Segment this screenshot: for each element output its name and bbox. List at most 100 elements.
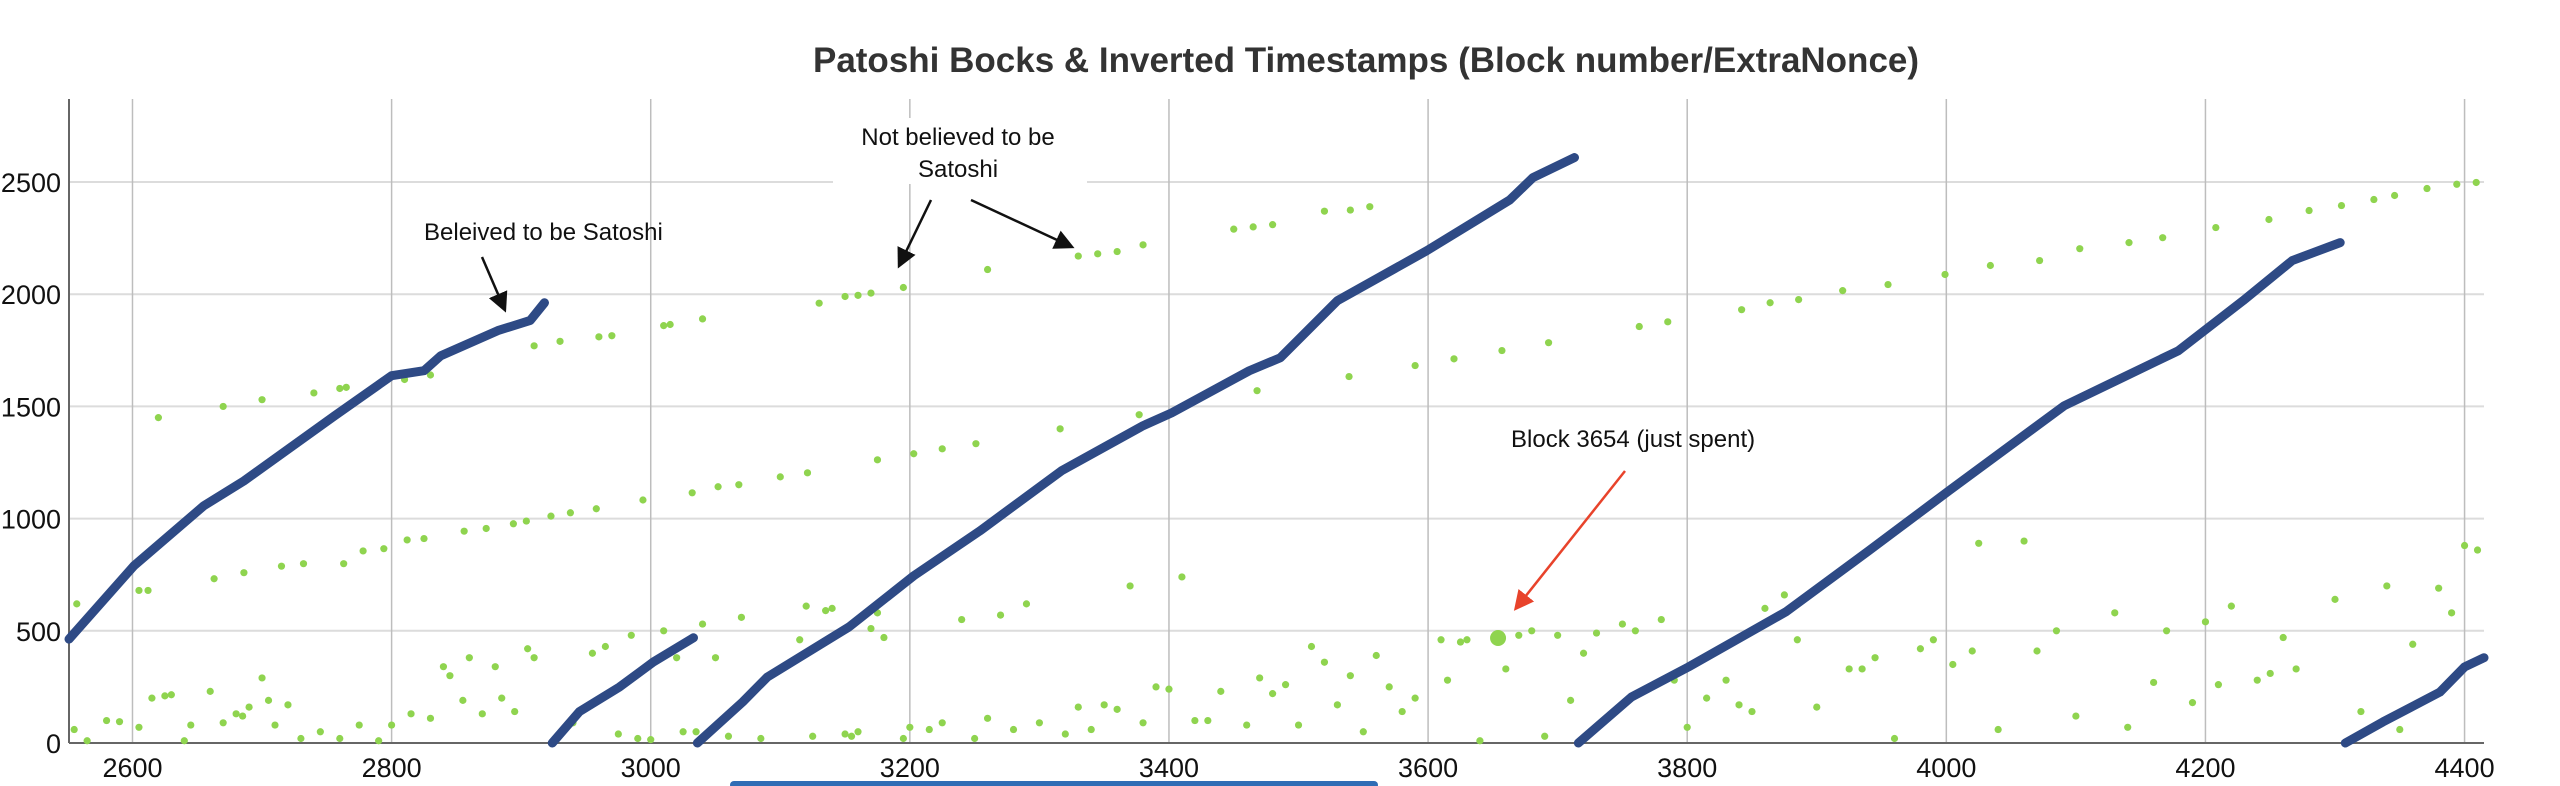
other-block-point [264,696,273,704]
other-block-point [972,440,980,448]
other-block-point [1941,270,1949,279]
other-block-point [2423,184,2431,193]
x-tick-label: 2600 [102,753,162,783]
other-block-point [342,383,350,391]
other-block-point [692,728,700,736]
other-block-point [1437,636,1445,644]
other-block-point [478,710,486,718]
other-block-point [2305,206,2313,215]
other-block-point [219,719,227,727]
other-block-point [154,414,162,422]
other-block-point [1411,694,1419,702]
other-block-point [530,654,538,662]
patoshi-segment [64,298,549,644]
other-block-point [1795,296,1803,304]
annotation-background [833,118,1087,184]
other-block-point [828,604,836,612]
annotation-not-satoshi-line2: Satoshi [918,156,998,183]
other-block-point [2409,640,2417,648]
other-block-point [2370,195,2378,204]
other-block-point [1683,723,1691,731]
other-block-point [556,337,564,345]
other-block-point [2337,201,2346,210]
other-block-point [1243,721,1251,729]
other-block-point [1871,654,1879,662]
annotation-satoshi: Beleived to be Satoshi [424,219,663,246]
other-block-point [1528,627,1536,635]
patoshi-segment [692,153,1579,748]
other-block-point [1307,642,1316,651]
other-block-point [1579,649,1588,657]
other-block-point [1476,737,1484,745]
other-block-point [2460,541,2469,550]
other-block-point [1022,600,1031,608]
other-block-point [491,663,499,671]
other-block-point [1975,539,1983,547]
other-block-point [971,734,979,743]
other-block-point [880,633,888,642]
other-block-point [854,728,862,736]
other-block-point [271,721,279,729]
other-block-point [1320,207,1329,215]
other-block-point [2052,627,2061,635]
other-block-point [854,291,862,299]
other-block-point [2357,707,2365,716]
other-block-point [1541,732,1549,740]
other-block-point [958,615,966,624]
other-block-point [2036,256,2044,265]
other-block-point [601,642,609,651]
y-tick-label: 0 [46,729,61,759]
other-block-point [219,402,227,411]
other-block-point [336,734,344,743]
other-block-point [1411,361,1419,370]
other-block-point [1813,703,1821,711]
other-block-point [388,721,396,729]
annotation-not-satoshi-line1: Not believed to be [861,124,1054,151]
other-block-point [2076,245,2084,253]
other-block-point [1135,411,1143,419]
other-block-point [161,692,169,700]
other-block-point [1929,636,1937,644]
other-block-point [2159,234,2167,242]
other-block-point [2279,633,2287,642]
other-block-point [70,725,78,734]
other-block-point [1204,716,1212,725]
grid [68,99,2484,744]
other-block-point [115,718,124,726]
other-block-point [459,696,467,704]
other-block-point [277,562,286,570]
other-block-point [2072,712,2080,720]
other-block-point [2265,215,2273,224]
other-block-point [1884,280,1892,289]
other-block-point [1657,615,1665,624]
y-tick-label: 1000 [1,505,61,535]
other-block-point [1463,636,1471,644]
other-block-point [1450,355,1458,363]
other-block-point [299,560,308,568]
other-block-point [460,527,468,535]
other-block-point [284,701,292,709]
other-block-point [1748,707,1756,716]
other-block-point [482,524,490,533]
other-block-point [1345,372,1353,381]
other-block-point [148,694,156,702]
other-block-point [660,627,668,635]
other-block-point [1456,638,1465,646]
other-block-point [588,649,597,657]
other-block-point [906,723,914,731]
other-block-point [336,384,344,393]
other-block-point [1635,322,1643,331]
other-block-point [614,730,622,738]
other-block-point [2227,602,2235,610]
other-block-point [83,737,91,745]
other-block-point [1986,261,1994,270]
other-block-point [1994,725,2002,734]
other-block-point [2020,537,2028,545]
other-block-point [1074,703,1082,711]
x-tick-label: 3000 [621,753,681,783]
other-block-point [595,333,603,341]
other-block-point [847,732,856,740]
other-block-point [735,481,743,489]
x-tick-label: 3800 [1657,753,1717,783]
